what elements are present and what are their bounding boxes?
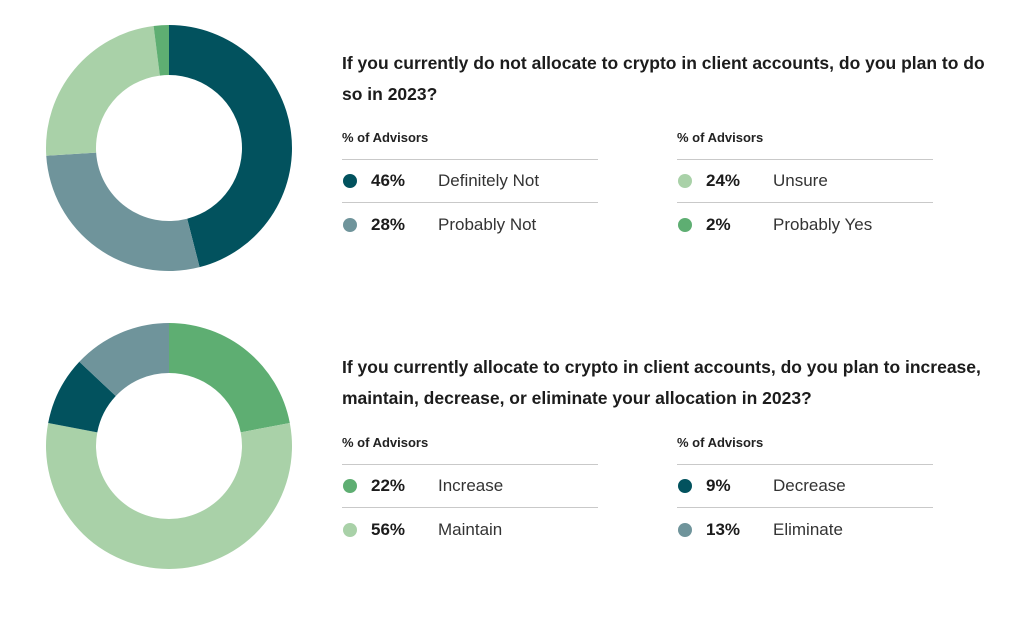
legend-swatch [343,217,357,232]
donut-slice-definitely-not [169,25,292,268]
legend-percent: 13% [706,519,741,539]
question-title: If you currently do not allocate to cryp… [342,53,985,104]
legend-percent: 46% [371,171,406,190]
donut-slice-decrease [48,361,116,433]
legend-label: Increase [438,476,504,495]
donut-chart-1 [45,25,292,271]
donut-slice-probably-yes [153,25,169,76]
legend-item: 56% Maintain [342,508,598,551]
legend-column-right: % of Advisors 24% Unsure 2% Probably Yes [677,130,933,246]
donut-chart-2 [45,323,292,569]
donut-slice-maintain [45,422,292,569]
legend-percent: 24% [706,171,741,190]
legend-percent: 28% [371,214,406,234]
legend-swatch [678,522,692,537]
legend-label: Definitely Not [438,171,540,190]
donut-slice-unsure [45,25,160,156]
legend-percent: 9% [706,476,731,495]
legend-swatch [678,217,692,232]
donut-slice-eliminate [79,323,169,397]
legend-item: 22% Increase [342,465,598,508]
legend-swatch [678,479,692,493]
legend-item: 46% Definitely Not [342,160,598,203]
question-title: If you currently allocate to crypto in c… [342,357,981,408]
legend-label: Probably Not [438,214,537,234]
chart-panel-2: If you currently allocate to crypto in c… [0,300,1024,600]
donut-slice-probably-not [46,152,200,271]
legend-item: 28% Probably Not [342,203,598,246]
legend-swatch [343,522,357,537]
legend-percent: 22% [371,476,406,495]
column-header: % of Advisors [342,130,598,160]
legend-item: 24% Unsure [677,160,933,203]
legend-label: Eliminate [773,519,843,539]
legend-item: 2% Probably Yes [677,203,933,246]
donut-slice-increase [169,323,290,433]
legend-column-right: % of Advisors 9% Decrease 13% Eliminate [677,435,933,551]
column-header: % of Advisors [677,130,933,160]
legend-column-left: % of Advisors 46% Definitely Not 28% Pro… [342,130,598,246]
legend-percent: 56% [371,519,406,539]
column-header: % of Advisors [342,435,598,465]
legend-percent: 2% [706,214,731,234]
legend-label: Maintain [438,519,503,539]
legend-item: 13% Eliminate [677,508,933,551]
column-header: % of Advisors [677,435,933,465]
legend-label: Probably Yes [773,214,873,234]
legend-swatch [343,479,357,493]
legend-item: 9% Decrease [677,465,933,508]
chart-panel-1: If you currently do not allocate to cryp… [0,0,1024,300]
legend-swatch [678,174,692,188]
legend-swatch [343,174,357,188]
legend-label: Unsure [773,171,828,190]
legend-label: Decrease [773,476,846,495]
legend-column-left: % of Advisors 22% Increase 56% Maintain [342,435,598,551]
